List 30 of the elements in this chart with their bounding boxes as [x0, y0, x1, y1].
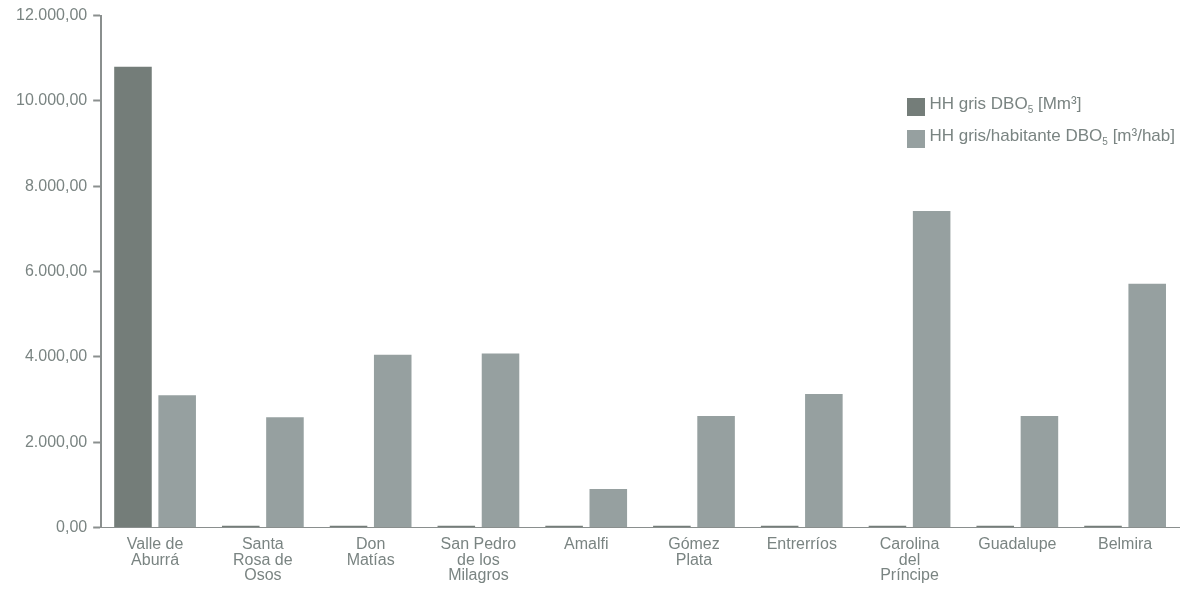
y-tick-label: 12.000,00 — [15, 6, 88, 24]
bar — [589, 489, 628, 527]
x-tick-label: Santa Rosa de Osos — [233, 535, 293, 583]
bar — [158, 395, 196, 527]
bar — [266, 417, 304, 527]
legend-label: HH gris DBO$_{5}$ [Mm³] — [929, 92, 1082, 117]
y-tick-label: 4.000,00 — [24, 347, 88, 365]
x-tick-label: Belmira — [1097, 535, 1153, 553]
bar — [697, 416, 735, 527]
x-tick-label: Amalfi — [563, 535, 609, 553]
x-tick-label: Don Matías — [346, 535, 395, 568]
x-tick-label: Guadalupe — [978, 535, 1057, 553]
y-tick-label: 0,00 — [56, 517, 88, 535]
legend-label: HH gris/habitante DBO$_{5}$ [m³/hab] — [929, 125, 1175, 150]
x-tick-label: Entrerríos — [766, 535, 837, 553]
bar — [912, 210, 951, 527]
bar — [1128, 283, 1166, 527]
x-tick-label: Valle de Aburrá — [126, 535, 184, 568]
bar — [481, 353, 520, 527]
y-tick-label: 2.000,00 — [24, 432, 88, 450]
y-tick-label: 10.000,00 — [15, 91, 88, 109]
bar — [805, 393, 843, 527]
bar — [1020, 416, 1059, 527]
y-tick-label: 6.000,00 — [24, 261, 88, 279]
x-tick-label: Carolina del Príncipe — [879, 535, 940, 583]
x-tick-label: San Pedro de los Milagros — [440, 535, 517, 583]
x-tick-label: Gómez Plata — [668, 535, 720, 568]
y-tick-label: 8.000,00 — [24, 176, 88, 194]
bar — [114, 66, 152, 527]
bar — [373, 354, 412, 527]
